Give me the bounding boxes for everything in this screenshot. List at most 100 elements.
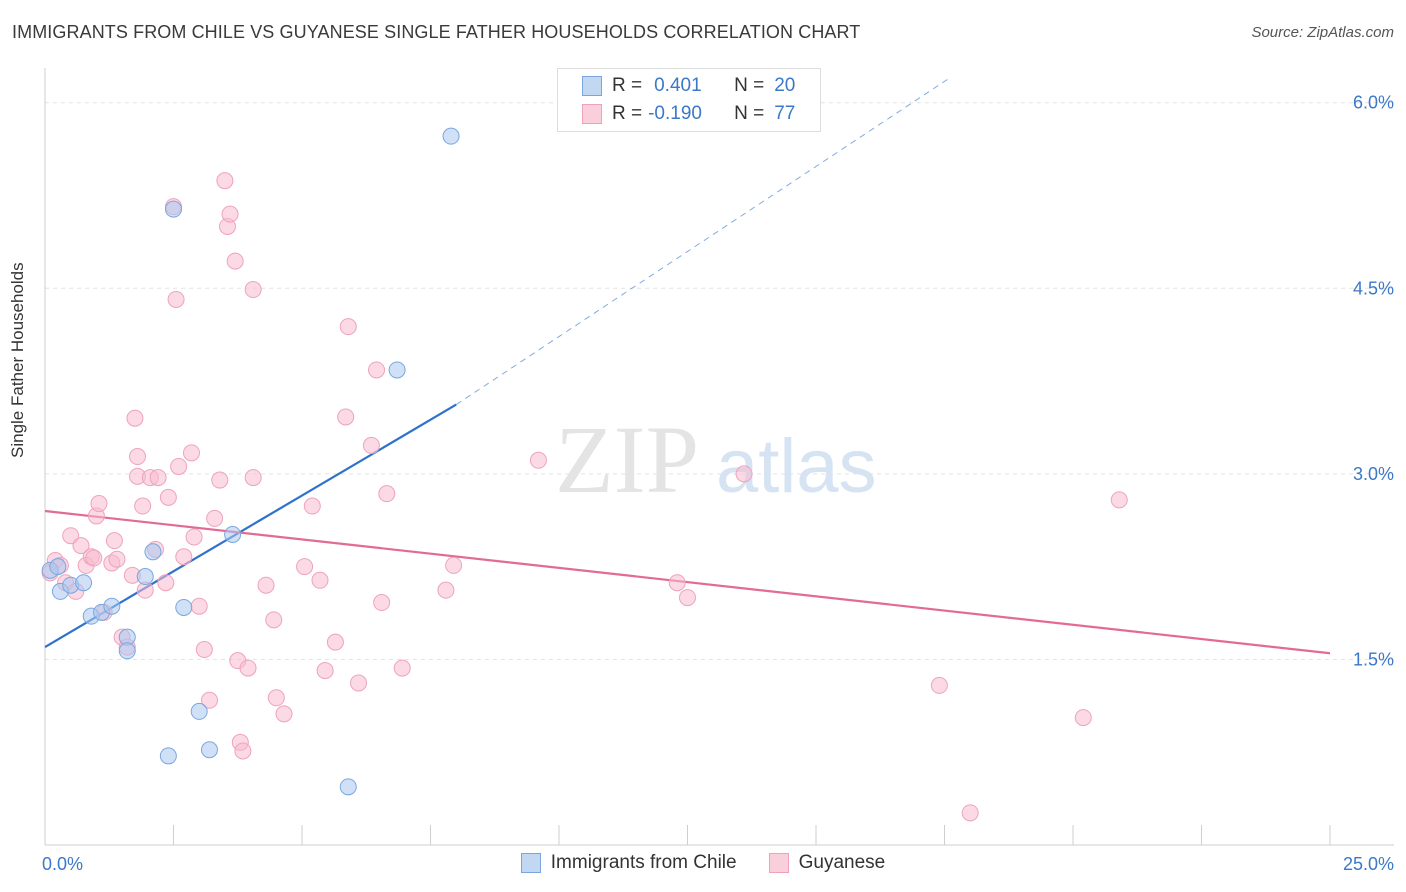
guyanese-point [1110, 491, 1128, 509]
guyanese-point [961, 804, 979, 822]
chile-point [103, 597, 121, 615]
guyanese-point [85, 549, 103, 567]
chile-point [118, 642, 136, 660]
legend-r-label: R = [612, 75, 643, 96]
watermark: ZIP atlas [555, 406, 877, 513]
legend-label-guyanese: Guyanese [798, 852, 886, 873]
chile-point [49, 558, 67, 576]
guyanese-point [244, 281, 262, 299]
guyanese-point [90, 495, 108, 513]
chile-point [339, 778, 357, 796]
guyanese-point [393, 659, 411, 677]
chile-point [159, 747, 177, 765]
guyanese-point [182, 444, 200, 462]
guyanese-point [234, 742, 252, 760]
chile-point [388, 361, 406, 379]
guyanese-point [265, 611, 283, 629]
guyanese-point [211, 471, 229, 489]
legend-swatch-guyanese [582, 104, 602, 124]
guyanese-point [529, 451, 547, 469]
data-points [41, 127, 1128, 822]
guyanese-point [200, 691, 218, 709]
guyanese-point [1074, 709, 1092, 727]
chile-point [200, 741, 218, 759]
guyanese-point [134, 497, 152, 515]
guyanese-point [368, 361, 386, 379]
guyanese-point [62, 527, 80, 545]
guyanese-point [221, 205, 239, 223]
guyanese-point [445, 556, 463, 574]
guyanese-point [190, 597, 208, 615]
x-tick-label: 0.0% [42, 854, 83, 874]
chile-point [144, 543, 162, 561]
guyanese-point [129, 448, 147, 466]
legend-r-value: -0.190 [648, 103, 702, 124]
gridlines [45, 102, 1394, 660]
source-credit: Source: ZipAtlas.com [1251, 24, 1394, 41]
guyanese-point [175, 548, 193, 566]
guyanese-point [216, 172, 234, 190]
guyanese-point [735, 465, 753, 483]
y-tick-label: 3.0% [1353, 464, 1394, 484]
guyanese-point [108, 550, 126, 568]
guyanese-point [339, 318, 357, 336]
guyanese-point [244, 469, 262, 487]
guyanese-point [167, 290, 185, 308]
y-tick-label: 4.5% [1353, 278, 1394, 298]
chile-point [165, 200, 182, 218]
guyanese-point [267, 689, 285, 707]
chile-point [224, 525, 242, 543]
legend-r-value: 0.401 [654, 75, 702, 96]
guyanese-point [326, 633, 344, 651]
chile-point [75, 574, 93, 592]
guyanese-point [316, 662, 334, 680]
guyanese-point [337, 408, 355, 426]
legend-swatch-guyanese [768, 853, 789, 873]
guyanese-point [226, 252, 244, 270]
legend-n-value: 77 [774, 103, 796, 124]
chile-point [175, 598, 193, 616]
guyanese-point [185, 528, 203, 546]
guyanese-point [350, 674, 368, 692]
series-legend: Immigrants from Chile Guyanese [0, 852, 1406, 874]
guyanese-point [679, 589, 696, 607]
legend-row-chile: R = 0.401 N = 20 [582, 74, 795, 98]
guyanese-point [72, 537, 90, 555]
legend-swatch-chile [520, 853, 541, 873]
guyanese-point [437, 581, 455, 599]
axes [44, 68, 1394, 846]
guyanese-point [311, 571, 329, 589]
y-tick-label: 6.0% [1353, 93, 1394, 113]
guyanese-point [930, 676, 948, 694]
legend-item-chile: Immigrants from Chile [520, 852, 737, 874]
chile-point [190, 702, 208, 720]
guyanese-point [126, 409, 144, 427]
guyanese-point [303, 497, 321, 515]
guyanese-point [373, 594, 391, 612]
legend-n-value: 20 [774, 75, 796, 96]
y-tick-label: 1.5% [1353, 649, 1394, 669]
guyanese-point [170, 457, 188, 475]
guyanese-point [668, 574, 686, 592]
chile-point [136, 568, 154, 586]
guyanese-point [296, 558, 314, 576]
chile-point [442, 127, 460, 145]
tick-labels: 1.5% 3.0% 4.5% 6.0% 0.0% 25.0% [42, 93, 1394, 874]
guyanese-trend-line [44, 509, 1331, 655]
chart-title: IMMIGRANTS FROM CHILE VS GUYANESE SINGLE… [12, 22, 861, 42]
guyanese-point [149, 469, 167, 487]
legend-n-label: N = [734, 75, 765, 96]
guyanese-point [195, 641, 213, 659]
trend-lines [44, 77, 1331, 655]
x-tick-label: 25.0% [1343, 854, 1394, 874]
legend-row-guyanese: R = -0.190 N = 77 [582, 102, 795, 126]
legend-r-label: R = [612, 103, 643, 124]
guyanese-point [378, 485, 396, 503]
guyanese-point [105, 532, 123, 550]
guyanese-point [275, 705, 293, 723]
guyanese-point [257, 576, 275, 594]
guyanese-point [206, 509, 224, 527]
legend-label-chile: Immigrants from Chile [550, 852, 737, 873]
guyanese-point [157, 574, 175, 592]
